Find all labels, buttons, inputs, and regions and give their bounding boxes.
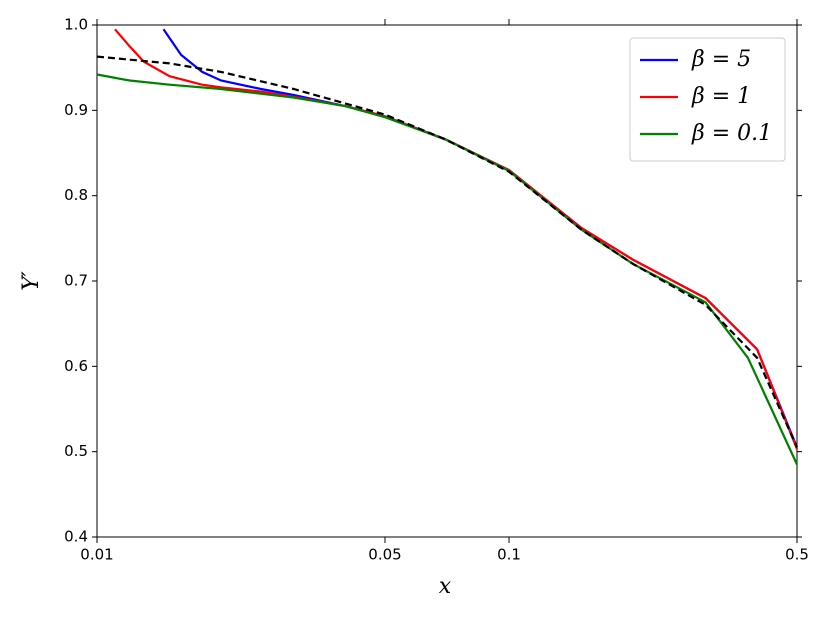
x-tick-label: 0.1: [497, 546, 521, 564]
legend-label: β = 1: [691, 84, 751, 109]
y-tick-label: 0.6: [64, 357, 88, 375]
y-tick-label: 0.5: [64, 442, 88, 460]
line: [96, 55, 799, 448]
x-axis-label: x: [439, 574, 452, 599]
line: [96, 73, 798, 465]
legend-label: β = 5: [691, 47, 751, 72]
x-tick-label: 0.5: [785, 546, 809, 564]
legend-box: [629, 37, 786, 162]
y-tick-label: 1.0: [64, 16, 88, 34]
y-tick-label: 0.4: [64, 528, 88, 546]
x-tick-label: 0.05: [368, 546, 401, 564]
y-tick-label: 0.8: [64, 186, 88, 204]
y-tick-label: 0.7: [64, 272, 88, 290]
y-axis-label: Y′: [19, 271, 44, 291]
x-tick-label: 0.01: [80, 546, 113, 564]
y-tick-label: 0.9: [64, 101, 88, 119]
legend-label: β = 0.1: [691, 121, 772, 146]
